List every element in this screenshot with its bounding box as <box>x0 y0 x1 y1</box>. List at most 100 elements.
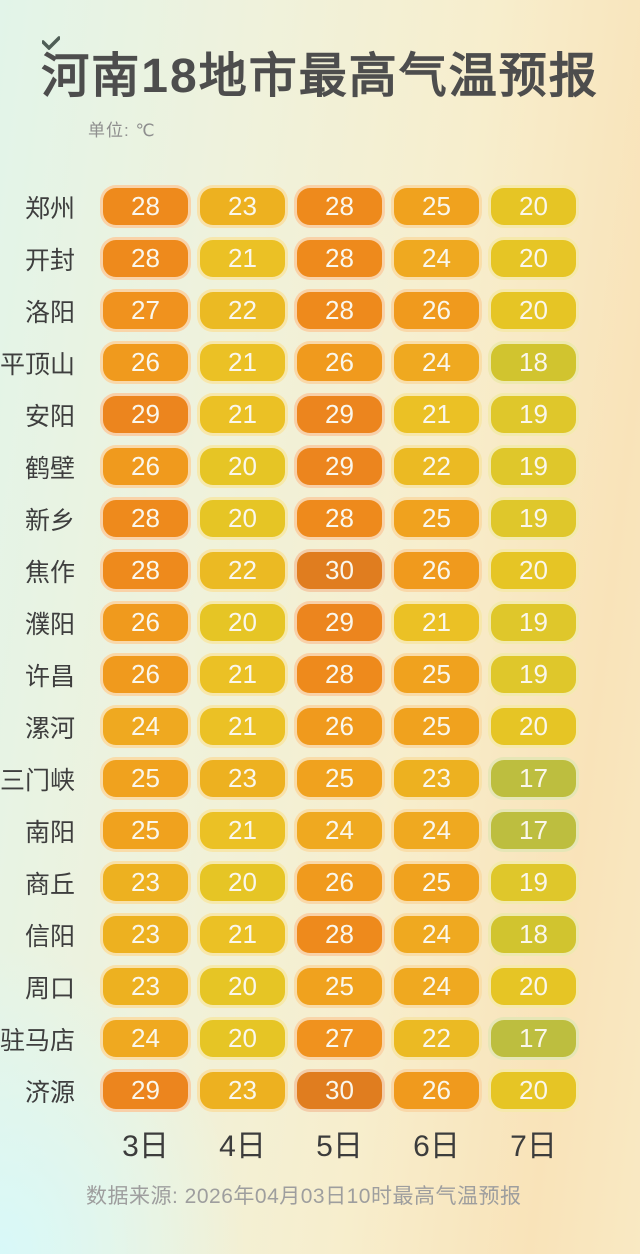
temp-cell: 22 <box>391 445 482 488</box>
temp-cell: 23 <box>100 861 191 904</box>
temp-cell: 19 <box>488 601 579 644</box>
temp-cell: 29 <box>100 1069 191 1112</box>
table-row: 周口 23 20 25 24 20 <box>0 965 640 1008</box>
temp-cell: 21 <box>391 393 482 436</box>
temp-cell: 29 <box>294 393 385 436</box>
temp-cell: 17 <box>488 1017 579 1060</box>
day-label: 7日 <box>510 1130 557 1163</box>
temp-cell: 27 <box>100 289 191 332</box>
table-row: 南阳 25 21 24 24 17 <box>0 809 640 852</box>
table-row: 驻马店 24 20 27 22 17 <box>0 1017 640 1060</box>
temp-cell: 20 <box>488 705 579 748</box>
temp-cell: 23 <box>100 965 191 1008</box>
temp-cell: 28 <box>294 185 385 228</box>
table-row: 洛阳 27 22 28 26 20 <box>0 289 640 332</box>
day-label: 4日 <box>219 1130 266 1163</box>
unit-label: 单位: ℃ <box>88 121 156 140</box>
temp-cell: 22 <box>391 1017 482 1060</box>
temp-cell: 24 <box>391 913 482 956</box>
temp-cell: 24 <box>391 809 482 852</box>
page-title: 河南18地市最高气温预报 <box>41 50 599 103</box>
table-row: 鹤壁 26 20 29 22 19 <box>0 445 640 488</box>
city-label: 驻马店 <box>0 1026 76 1055</box>
temp-cell: 26 <box>100 445 191 488</box>
city-label: 平顶山 <box>0 350 76 379</box>
temp-cell: 21 <box>197 809 288 852</box>
temp-cell: 27 <box>294 1017 385 1060</box>
temp-cell: 30 <box>294 549 385 592</box>
temp-cell: 25 <box>391 497 482 540</box>
table-row: 商丘 23 20 26 25 19 <box>0 861 640 904</box>
temp-cell: 28 <box>294 653 385 696</box>
city-label: 许昌 <box>24 662 75 691</box>
temp-cell: 20 <box>488 1069 579 1112</box>
temp-cell: 23 <box>197 1069 288 1112</box>
temp-cell: 24 <box>391 965 482 1008</box>
temp-cell: 20 <box>197 445 288 488</box>
data-source: 数据来源: 2026年04月03日10时最高气温预报 <box>86 1185 522 1208</box>
temp-cell: 20 <box>488 549 579 592</box>
city-label: 三门峡 <box>0 766 76 795</box>
temp-cell: 26 <box>294 861 385 904</box>
temp-cell: 19 <box>488 445 579 488</box>
temp-cell: 25 <box>100 809 191 852</box>
temp-cell: 21 <box>391 601 482 644</box>
temp-cell: 26 <box>100 653 191 696</box>
temp-cell: 20 <box>197 601 288 644</box>
day-label: 3日 <box>122 1130 169 1163</box>
temp-cell: 28 <box>294 913 385 956</box>
temp-cell: 20 <box>197 1017 288 1060</box>
temp-cell: 21 <box>197 913 288 956</box>
temp-cell: 26 <box>100 601 191 644</box>
temp-cell: 26 <box>294 341 385 384</box>
temp-cell: 29 <box>294 445 385 488</box>
table-row: 漯河 24 21 26 25 20 <box>0 705 640 748</box>
temp-cell: 19 <box>488 861 579 904</box>
temp-cell: 25 <box>391 653 482 696</box>
temp-cell: 25 <box>391 705 482 748</box>
city-label: 安阳 <box>24 402 75 431</box>
temp-cell: 26 <box>391 549 482 592</box>
temp-cell: 18 <box>488 341 579 384</box>
temp-cell: 20 <box>488 237 579 280</box>
temp-cell: 26 <box>391 289 482 332</box>
temp-cell: 19 <box>488 497 579 540</box>
temp-cell: 28 <box>100 549 191 592</box>
temp-cell: 25 <box>294 965 385 1008</box>
temp-cell: 25 <box>391 861 482 904</box>
city-label: 濮阳 <box>24 610 75 639</box>
table-row: 济源 29 23 30 26 20 <box>0 1069 640 1112</box>
temp-cell: 21 <box>197 653 288 696</box>
city-label: 开封 <box>24 246 75 275</box>
table-row: 三门峡 25 23 25 23 17 <box>0 757 640 800</box>
city-label: 南阳 <box>24 818 75 847</box>
day-label: 6日 <box>413 1130 460 1163</box>
temp-cell: 23 <box>197 757 288 800</box>
temp-cell: 25 <box>100 757 191 800</box>
city-label: 漯河 <box>24 714 75 743</box>
temp-cell: 26 <box>294 705 385 748</box>
city-label: 信阳 <box>24 922 75 951</box>
temp-cell: 21 <box>197 341 288 384</box>
city-label: 济源 <box>24 1078 75 1107</box>
temp-cell: 28 <box>100 185 191 228</box>
temp-grid: 郑州 28 23 28 25 20 开封 28 21 28 24 20 洛阳 27 22 28 26 20 平顶山 2… <box>0 185 640 1121</box>
city-label: 周口 <box>24 974 75 1003</box>
temp-cell: 19 <box>488 393 579 436</box>
temp-cell: 22 <box>197 549 288 592</box>
temp-cell: 29 <box>100 393 191 436</box>
city-label: 洛阳 <box>24 298 75 327</box>
temp-cell: 28 <box>294 237 385 280</box>
city-label: 商丘 <box>24 870 75 899</box>
table-row: 焦作 28 22 30 26 20 <box>0 549 640 592</box>
temp-cell: 28 <box>100 497 191 540</box>
city-label: 新乡 <box>24 506 75 535</box>
temp-cell: 24 <box>294 809 385 852</box>
table-row: 开封 28 21 28 24 20 <box>0 237 640 280</box>
table-row: 许昌 26 21 28 25 19 <box>0 653 640 696</box>
day-label: 5日 <box>316 1130 363 1163</box>
day-axis: 3日 4日 5日 6日 7日 <box>0 1121 640 1165</box>
temp-cell: 29 <box>294 601 385 644</box>
temp-cell: 20 <box>488 185 579 228</box>
temp-cell: 25 <box>391 185 482 228</box>
